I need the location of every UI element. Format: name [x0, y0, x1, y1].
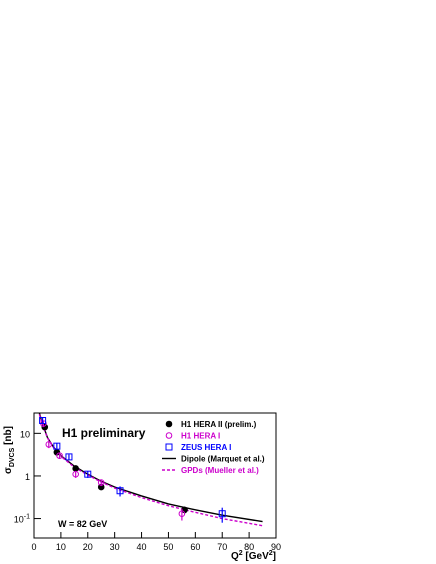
legend-label: ZEUS HERA I	[181, 443, 231, 452]
x-tick-label: 20	[83, 542, 93, 552]
marker	[72, 465, 79, 472]
marker	[218, 510, 226, 518]
x-tick-label: 80	[244, 542, 254, 552]
y-tick-label: 10	[20, 429, 30, 439]
y-label-part: DVCS	[9, 447, 16, 467]
legend-label: H1 HERA I	[181, 432, 220, 441]
legend-item: H1 HERA II (prelim.)	[165, 420, 257, 429]
marker	[41, 423, 49, 431]
x-tick-label: 70	[217, 542, 227, 552]
x-tick-label: 60	[190, 542, 200, 552]
legend-swatch	[165, 443, 173, 451]
marker	[72, 470, 79, 478]
legend-item: GPDs (Mueller et al.)	[162, 466, 259, 475]
y-tick-label: 10-1	[14, 514, 30, 525]
x-axis-label: Q2 [GeV2]	[231, 550, 276, 562]
legend-item: H1 HERA I	[165, 432, 220, 441]
marker	[84, 470, 92, 478]
legend-label: H1 HERA II (prelim.)	[181, 420, 257, 429]
legend-item: ZEUS HERA I	[165, 443, 231, 452]
marker	[116, 487, 124, 495]
annotation: H1 preliminary	[62, 426, 146, 440]
x-tick-label: 10	[56, 542, 66, 552]
legend-label: Dipole (Marquet et al.)	[181, 455, 265, 464]
x-tick-label: 30	[110, 542, 120, 552]
marker	[45, 441, 53, 448]
y-tick-label-base: 10	[14, 515, 24, 525]
marker	[39, 417, 47, 425]
marker	[97, 479, 105, 486]
y-tick-label-exp: -1	[24, 514, 30, 521]
x-label-part: 2	[269, 550, 273, 557]
y-label-part: [nb]	[3, 426, 14, 448]
x-label-part: ]	[273, 551, 276, 562]
x-label-part: [GeV	[243, 551, 269, 562]
legend-swatch	[165, 432, 173, 439]
x-tick-label: 50	[163, 542, 173, 552]
x-label-part: Q	[231, 551, 239, 562]
y-axis-label: σDVCS [nb]	[3, 426, 16, 474]
x-tick-label: 0	[31, 542, 36, 552]
x-tick-label: 90	[271, 542, 281, 552]
legend-label: GPDs (Mueller et al.)	[181, 466, 259, 475]
legend-swatch	[165, 420, 173, 428]
y-tick-label: 1	[25, 472, 30, 482]
marker	[65, 453, 73, 461]
x-label-part: 2	[239, 550, 243, 557]
marker	[56, 452, 63, 459]
annotation: W = 82 GeV	[58, 519, 107, 529]
marker	[53, 442, 61, 450]
x-tick-label: 40	[137, 542, 147, 552]
y-label-part: σ	[3, 467, 14, 474]
legend-item: Dipole (Marquet et al.)	[162, 455, 265, 464]
marker	[178, 510, 186, 518]
